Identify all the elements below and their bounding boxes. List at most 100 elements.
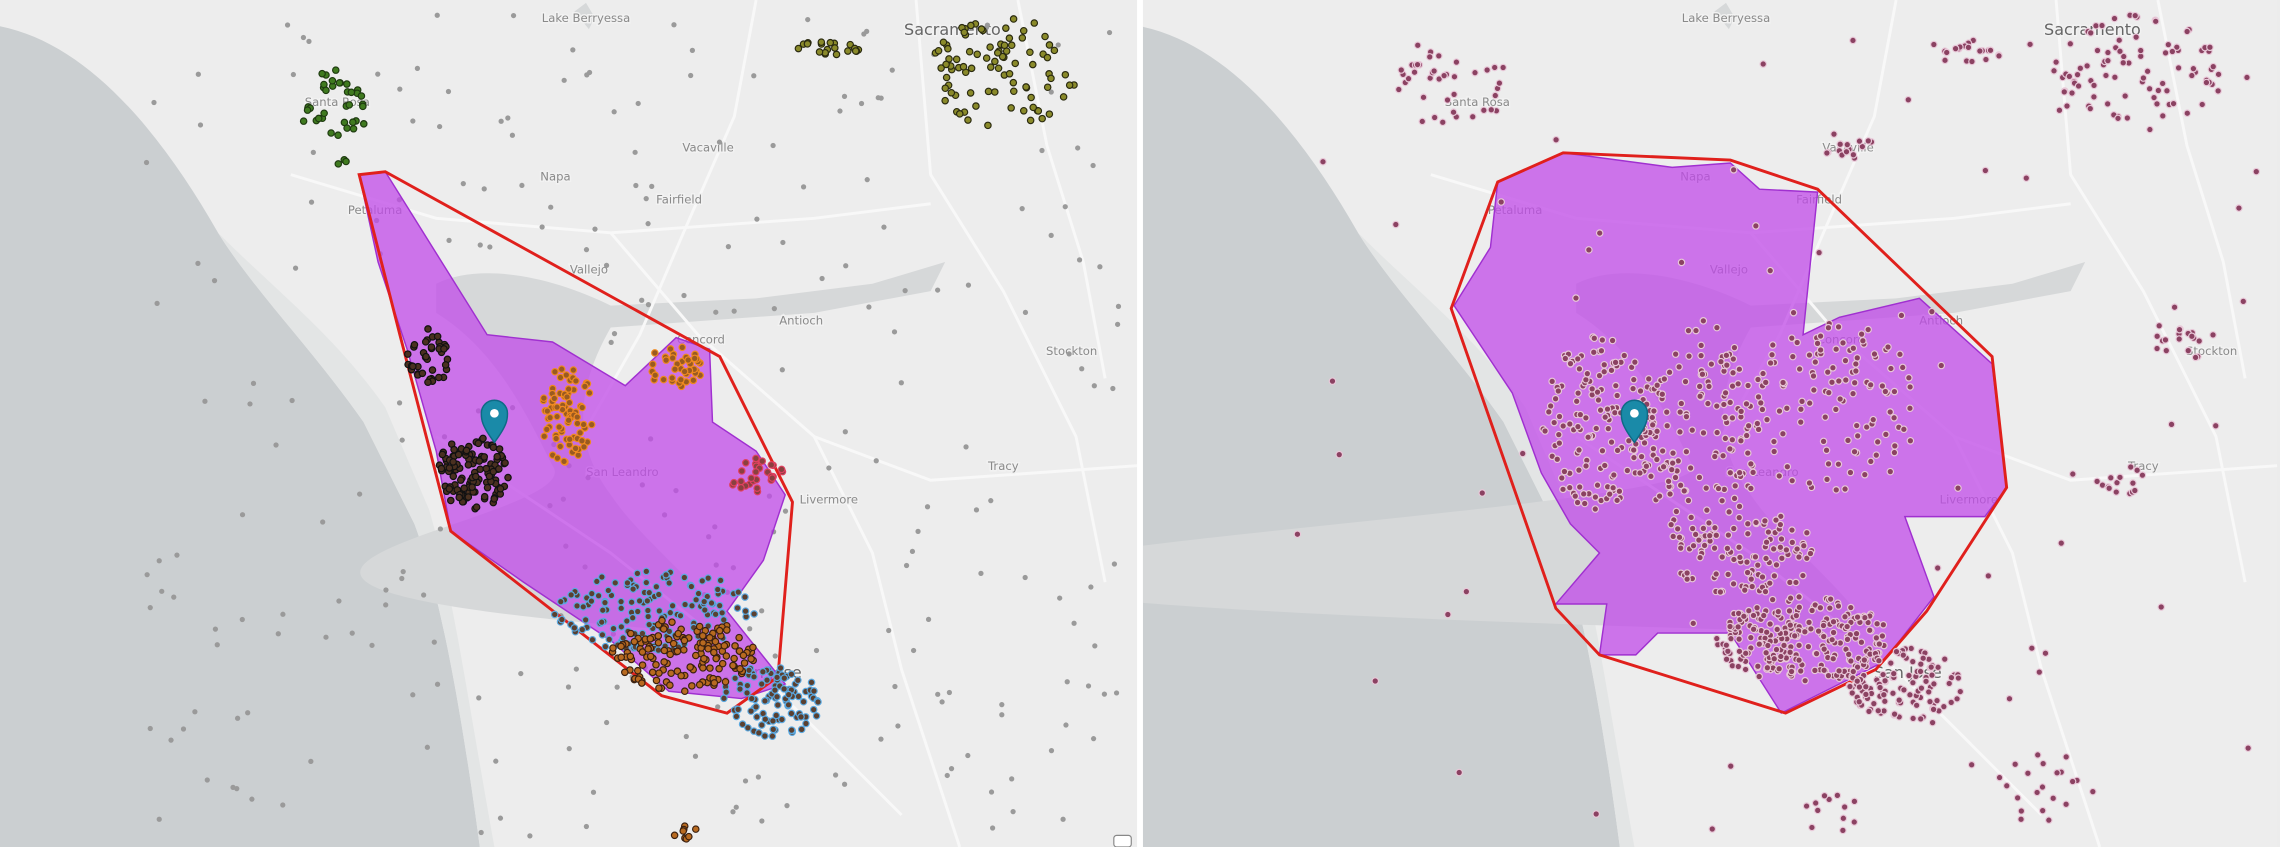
map-point: [490, 495, 499, 503]
map-point: [1009, 776, 1015, 782]
map-point: [1788, 334, 1796, 342]
map-point: [1841, 485, 1849, 493]
map-point: [553, 454, 562, 462]
map-point: [952, 55, 961, 64]
map-point: [570, 624, 579, 632]
map-point: [780, 674, 789, 682]
map-point: [779, 367, 785, 373]
map-point: [2244, 744, 2252, 752]
map-point: [665, 579, 673, 587]
map-point: [1653, 455, 1661, 464]
map-point: [1711, 524, 1719, 532]
map-point: [460, 484, 468, 492]
map-point: [493, 452, 501, 461]
map-point: [1600, 461, 1609, 470]
map-point: [1766, 359, 1775, 367]
map-point: [1659, 462, 1668, 471]
map-point: [1683, 575, 1691, 583]
map-point: [667, 669, 675, 678]
map-point: [2235, 204, 2243, 212]
map-point: [651, 349, 659, 357]
map-point: [1772, 561, 1781, 569]
map-point: [211, 277, 218, 284]
map-point: [357, 491, 363, 497]
map-point: [1009, 15, 1018, 23]
map-point: [691, 651, 700, 660]
map-point: [1790, 632, 1799, 640]
map-point: [1582, 462, 1590, 470]
map-point: [2150, 93, 2158, 102]
map-point: [1892, 647, 1901, 656]
map-point: [1038, 114, 1046, 123]
map-point: [858, 100, 865, 107]
map-point: [1805, 351, 1814, 359]
map-point: [1749, 625, 1758, 634]
map-point: [1832, 486, 1841, 494]
map-point: [1572, 294, 1580, 302]
map-point: [721, 677, 730, 686]
map-point: [1995, 773, 2004, 782]
map-point: [245, 710, 251, 716]
map-point: [539, 224, 545, 230]
map-point: [481, 186, 487, 192]
map-point: [1712, 570, 1720, 578]
map-point: [1553, 455, 1562, 464]
map-point: [1759, 369, 1767, 378]
bay: [1142, 261, 2086, 634]
map-point: [1480, 106, 1488, 115]
map-point: [501, 459, 509, 467]
map-point: [2062, 753, 2070, 761]
map-point: [1468, 112, 1477, 121]
map-point: [691, 825, 700, 833]
ocean: [0, 26, 480, 847]
map-point: [1106, 29, 1113, 36]
map-point: [1110, 385, 1116, 392]
map-point: [826, 38, 835, 47]
map-point: [706, 664, 714, 672]
map-point: [1855, 137, 1864, 145]
map-point: [2214, 70, 2223, 79]
map-point: [652, 660, 660, 669]
map-point: [878, 736, 884, 742]
map-point: [1607, 366, 1616, 375]
map-point: [1637, 452, 1646, 461]
map-point: [677, 375, 685, 384]
map-point: [614, 684, 620, 690]
map-point: [564, 416, 573, 425]
map-point: [623, 579, 632, 587]
map-point: [1820, 645, 1828, 653]
map-point: [769, 717, 777, 725]
map-point: [1828, 378, 1836, 387]
map-point: [758, 457, 767, 465]
map-point: [1774, 607, 1783, 616]
map-point: [1829, 628, 1838, 637]
map-point: [437, 526, 444, 532]
map-point: [753, 713, 761, 721]
map-point: [713, 585, 722, 594]
map-point: [2022, 174, 2031, 182]
map-point: [1792, 611, 1801, 620]
map-point: [695, 680, 704, 689]
map-point: [1728, 435, 1737, 444]
map-point: [1945, 679, 1954, 688]
map-point: [1776, 520, 1785, 529]
map-point: [1889, 669, 1898, 678]
map-point: [1747, 633, 1755, 642]
map-point: [2209, 331, 2217, 339]
map-point: [1076, 257, 1083, 263]
map-point: [878, 95, 884, 101]
map-point: [1795, 656, 1803, 664]
map-point: [1754, 425, 1763, 434]
map-point: [1710, 452, 1719, 461]
map-point: [583, 247, 590, 253]
map-point: [1848, 689, 1857, 697]
map-point: [303, 106, 312, 114]
map-point: [1026, 48, 1034, 57]
map-point: [1712, 402, 1721, 410]
map-point: [1906, 691, 1914, 699]
map-point: [2116, 473, 2124, 482]
map-point: [1575, 483, 1584, 491]
map-point: [939, 38, 948, 47]
map-point: [2131, 486, 2139, 495]
map-point: [1029, 60, 1037, 69]
